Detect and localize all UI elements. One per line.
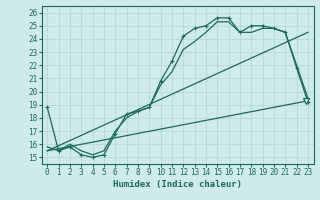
X-axis label: Humidex (Indice chaleur): Humidex (Indice chaleur) (113, 180, 242, 189)
